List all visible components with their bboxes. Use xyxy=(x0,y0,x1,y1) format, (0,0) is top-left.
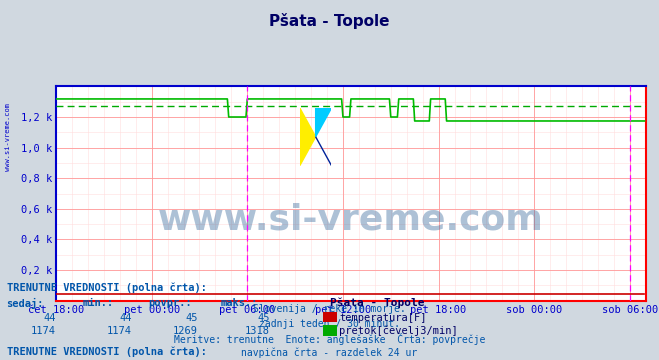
Text: TRENUTNE VREDNOSTI (polna črta):: TRENUTNE VREDNOSTI (polna črta): xyxy=(7,347,206,357)
Text: pretok[čevelj3/min]: pretok[čevelj3/min] xyxy=(339,326,458,337)
Text: Slovenija / reke in morje.: Slovenija / reke in morje. xyxy=(253,304,406,314)
Text: www.si-vreme.com: www.si-vreme.com xyxy=(5,103,11,171)
Text: 44: 44 xyxy=(119,312,132,323)
Polygon shape xyxy=(316,137,331,166)
Text: maks.:: maks.: xyxy=(221,298,258,308)
Text: TRENUTNE VREDNOSTI (polna črta):: TRENUTNE VREDNOSTI (polna črta): xyxy=(7,283,206,293)
Text: 1318: 1318 xyxy=(245,326,270,336)
Text: 1174: 1174 xyxy=(31,326,56,336)
Text: Meritve: trenutne  Enote: anglešaške  Črta: povprečje: Meritve: trenutne Enote: anglešaške Črta… xyxy=(174,333,485,345)
Text: 45: 45 xyxy=(258,312,270,323)
Polygon shape xyxy=(300,108,316,166)
Polygon shape xyxy=(316,108,331,137)
Text: navpična črta - razdelek 24 ur: navpična črta - razdelek 24 ur xyxy=(241,347,418,358)
Text: zadnji teden / 30 minut.: zadnji teden / 30 minut. xyxy=(259,319,400,329)
Text: sedaj:: sedaj: xyxy=(7,298,44,309)
Text: 1269: 1269 xyxy=(173,326,198,336)
Text: 45: 45 xyxy=(185,312,198,323)
Text: 44: 44 xyxy=(43,312,56,323)
Text: www.si-vreme.com: www.si-vreme.com xyxy=(158,202,544,236)
Text: min.:: min.: xyxy=(82,298,113,308)
Text: Pšata - Topole: Pšata - Topole xyxy=(270,13,389,28)
Text: povpr.:: povpr.: xyxy=(148,298,192,308)
Text: temperatura[F]: temperatura[F] xyxy=(339,312,427,323)
Text: Pšata - Topole: Pšata - Topole xyxy=(330,298,424,309)
Text: 1174: 1174 xyxy=(107,326,132,336)
